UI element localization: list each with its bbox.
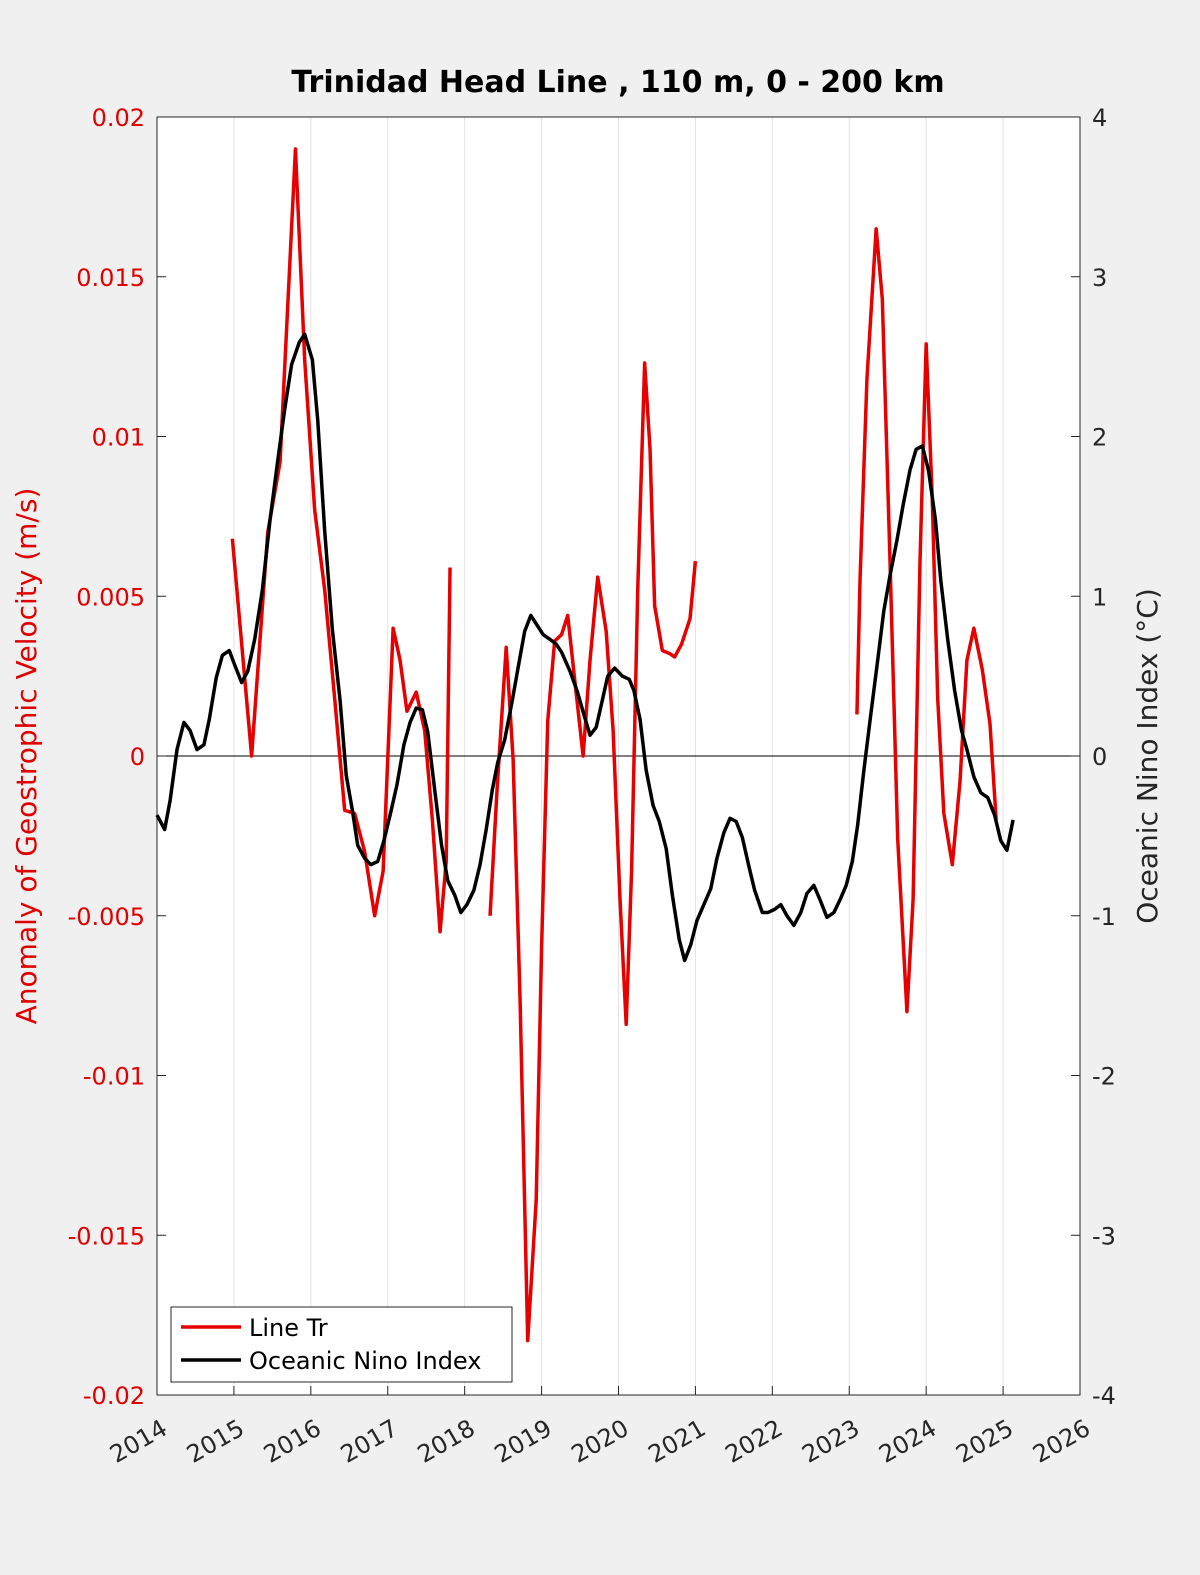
- y-tick-label: 0.015: [76, 264, 145, 292]
- x-tick-label: 2024: [874, 1414, 941, 1469]
- x-tick-label: 2015: [182, 1414, 249, 1469]
- y-tick-label: -0.02: [83, 1382, 145, 1410]
- plot-frame: [156, 116, 1081, 1396]
- y2-axis-label: Oceanic Nino Index (°C): [1131, 588, 1164, 924]
- x-tick-label: 2023: [797, 1414, 864, 1469]
- y-tick-label: -0.01: [83, 1063, 145, 1091]
- x-tick-label: 2017: [336, 1414, 403, 1469]
- y2-tick-label: 1: [1092, 583, 1107, 611]
- y2-tick-label: -3: [1092, 1222, 1116, 1250]
- y-tick-label: -0.015: [68, 1222, 145, 1250]
- y-tick-label: 0.005: [76, 583, 145, 611]
- legend-box: [170, 1306, 513, 1383]
- x-tick-label: 2016: [259, 1414, 326, 1469]
- y2-tick-label: 2: [1092, 424, 1107, 452]
- x-tick-label: 2026: [1028, 1414, 1095, 1469]
- y-tick-label: 0: [130, 743, 145, 771]
- y2-tick-label: -4: [1092, 1382, 1116, 1410]
- y2-tick-label: -1: [1092, 903, 1116, 931]
- x-tick-label: 2014: [105, 1414, 172, 1469]
- y-tick-label: -0.005: [68, 903, 145, 931]
- legend-label: Oceanic Nino Index: [249, 1347, 481, 1375]
- x-tick-label: 2018: [413, 1414, 480, 1469]
- y2-tick-label: 0: [1092, 743, 1107, 771]
- x-tick-label: 2020: [567, 1414, 634, 1469]
- y-tick-label: 0.02: [92, 104, 145, 132]
- series-line: [230, 147, 998, 1343]
- x-tick-label: 2019: [490, 1414, 557, 1469]
- y-axis-label: Anomaly of Geostrophic Velocity (m/s): [10, 488, 43, 1025]
- y2-tick-label: 3: [1092, 264, 1107, 292]
- x-tick-label: 2021: [644, 1414, 711, 1469]
- y-tick-label: 0.01: [92, 424, 145, 452]
- y2-tick-label: -2: [1092, 1063, 1116, 1091]
- x-tick-label: 2022: [720, 1414, 787, 1469]
- y2-tick-label: 4: [1092, 104, 1107, 132]
- chart-title: Trinidad Head Line , 110 m, 0 - 200 km: [291, 65, 944, 100]
- x-tick-label: 2025: [951, 1414, 1018, 1469]
- legend-label: Line Tr: [249, 1314, 328, 1342]
- series-line: [155, 332, 1015, 963]
